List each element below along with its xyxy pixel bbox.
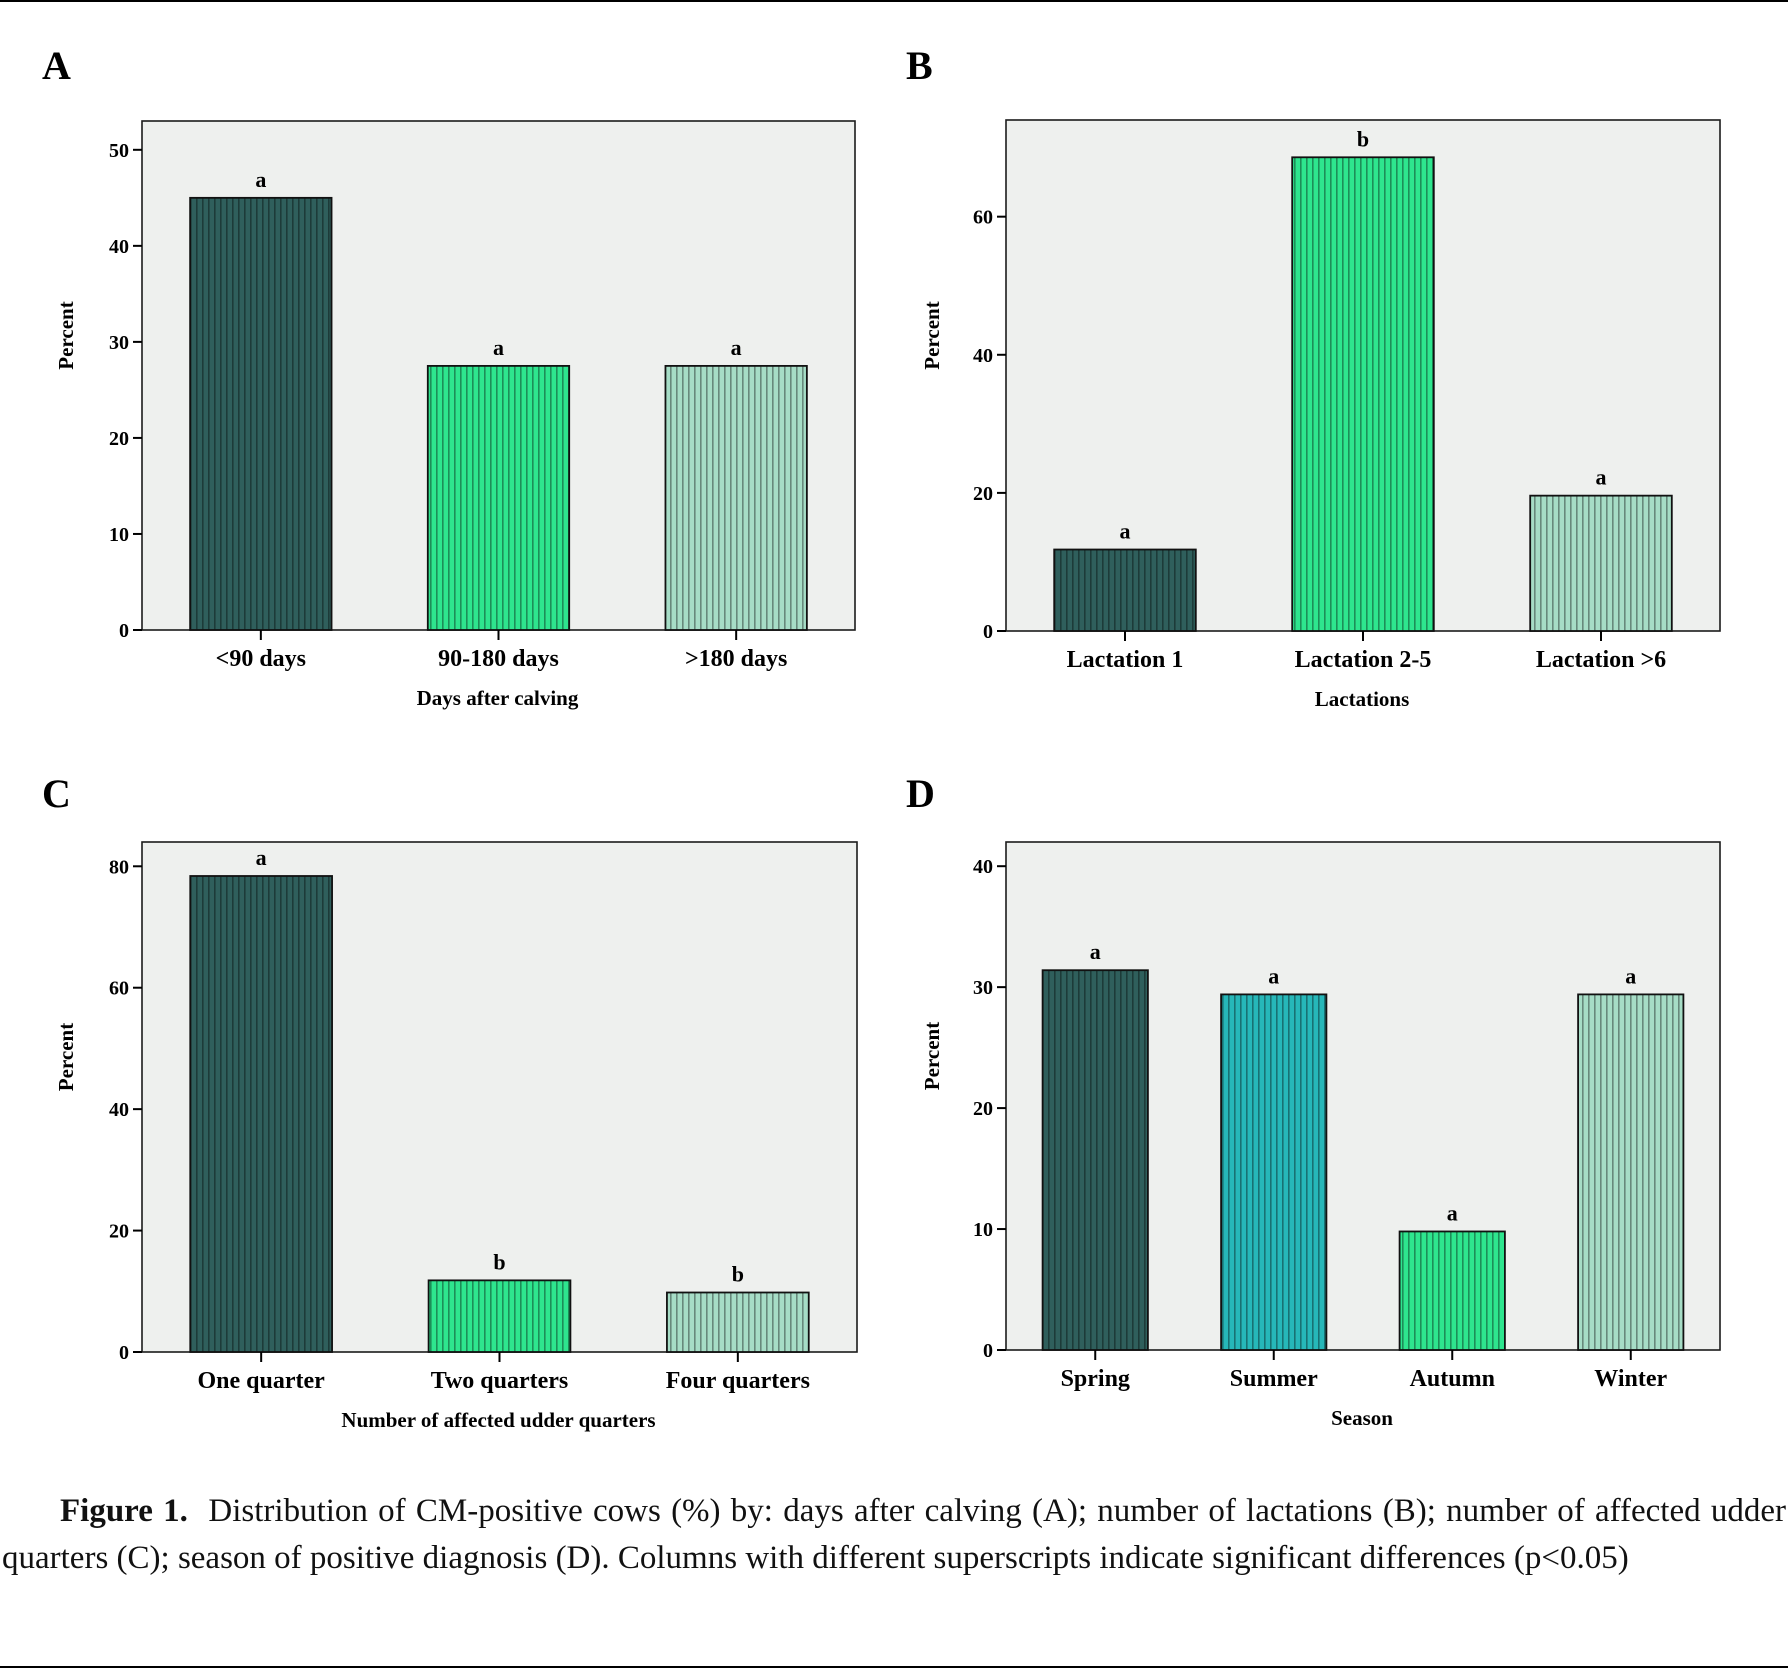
x-tick-label: Lactation 2-5: [1295, 647, 1432, 673]
y-tick-label: 60: [973, 207, 993, 229]
x-axis-title: Season: [1331, 1406, 1393, 1430]
y-tick-label: 30: [109, 332, 129, 354]
y-tick-label: 0: [119, 1342, 129, 1364]
bar: [1398, 1230, 1506, 1351]
bar: [1577, 993, 1685, 1351]
caption-label: Figure 1.: [60, 1493, 188, 1529]
bottom-rule: [0, 1666, 1788, 1668]
significance-letter: a: [493, 335, 504, 360]
significance-letter: b: [1357, 126, 1369, 151]
y-tick-label: 40: [109, 236, 129, 258]
y-axis-title: Percent: [54, 1023, 78, 1091]
chart-a: 0 10 20 30 40 50 a <90 days a 90-180 days a >180 da…: [54, 120, 856, 710]
significance-letter: a: [1090, 939, 1101, 964]
bar: [1220, 993, 1328, 1351]
y-tick-label: 20: [109, 1221, 129, 1243]
y-tick-label: 0: [983, 621, 993, 643]
significance-letter: a: [1120, 519, 1131, 544]
bar: [1053, 548, 1197, 632]
panel-b-letter: B: [906, 43, 933, 88]
y-tick-label: 0: [983, 1340, 993, 1362]
top-rule: [0, 0, 1788, 2]
x-tick-label: Spring: [1061, 1366, 1130, 1392]
x-tick-label: Lactation >6: [1536, 647, 1666, 673]
significance-letter: a: [1596, 465, 1607, 490]
y-axis-title: Percent: [920, 301, 944, 369]
y-tick-label: 40: [973, 345, 993, 367]
x-tick-label: Two quarters: [431, 1368, 569, 1394]
panel-d: D 0 10 20 30 40 a Spring a Summer a Autumn a Winter S…: [894, 730, 1788, 1460]
caption-text: Distribution of CM-positive cows (%) by:…: [2, 1493, 1787, 1576]
panel-a-letter: A: [42, 43, 71, 88]
y-axis-title: Percent: [54, 301, 78, 369]
significance-letter: a: [1268, 963, 1279, 988]
x-axis-title: Number of affected udder quarters: [341, 1408, 655, 1432]
y-tick-label: 10: [109, 524, 129, 546]
y-tick-label: 20: [109, 428, 129, 450]
panel-a: A 0 10 20 30 40 50 a <90 days a 90-180 days a >180 …: [0, 0, 894, 730]
y-tick-label: 10: [973, 1219, 993, 1241]
y-tick-label: 0: [119, 620, 129, 642]
significance-letter: a: [256, 845, 267, 870]
significance-letter: b: [493, 1249, 505, 1274]
significance-letter: b: [732, 1262, 744, 1287]
bar: [426, 364, 571, 631]
y-tick-label: 30: [973, 977, 993, 999]
y-tick-label: 40: [109, 1099, 129, 1121]
y-tick-label: 50: [109, 140, 129, 162]
bar: [1529, 494, 1673, 632]
chart-b: 0 20 40 60 a Lactation 1 b Lactation 2-5 a Lactat…: [920, 119, 1721, 711]
bar: [427, 1279, 572, 1353]
figure-caption: Figure 1. Distribution of CM-positive co…: [2, 1488, 1786, 1582]
panel-d-letter: D: [906, 771, 935, 816]
significance-letter: a: [1625, 963, 1636, 988]
y-tick-label: 20: [973, 1098, 993, 1120]
panel-b: B 0 20 40 60 a Lactation 1 b Lactation 2-5 a Lact…: [894, 0, 1788, 730]
x-tick-label: Winter: [1594, 1366, 1667, 1392]
x-tick-label: 90-180 days: [438, 646, 559, 672]
y-tick-label: 40: [973, 856, 993, 878]
bar: [1041, 969, 1149, 1351]
y-tick-label: 80: [109, 856, 129, 878]
significance-letter: a: [1447, 1200, 1458, 1225]
x-tick-label: Lactation 1: [1067, 647, 1184, 673]
bar: [664, 364, 808, 631]
y-axis-title: Percent: [920, 1022, 944, 1090]
bar: [189, 196, 333, 631]
bar: [1291, 156, 1435, 632]
bar: [189, 875, 333, 1353]
x-axis-title: Lactations: [1315, 687, 1410, 711]
significance-letter: a: [255, 167, 266, 192]
x-tick-label: >180 days: [685, 646, 787, 672]
x-axis-title: Days after calving: [417, 686, 579, 710]
x-tick-label: Summer: [1230, 1366, 1318, 1392]
x-tick-label: <90 days: [216, 646, 306, 672]
x-tick-label: One quarter: [198, 1368, 326, 1394]
y-tick-label: 20: [973, 483, 993, 505]
x-tick-label: Autumn: [1410, 1366, 1495, 1392]
significance-letter: a: [731, 335, 742, 360]
chart-c: 0 20 40 60 80 a One quarter b Two quarters b Four …: [54, 841, 858, 1432]
y-tick-label: 60: [109, 978, 129, 1000]
panel-c-letter: C: [42, 771, 71, 816]
bar: [666, 1291, 810, 1353]
chart-d: 0 10 20 30 40 a Spring a Summer a Autumn a Winter Sea…: [920, 841, 1721, 1430]
x-tick-label: Four quarters: [666, 1368, 810, 1394]
panel-c: C 0 20 40 60 80 a One quarter b Two quarters b Fou…: [0, 730, 894, 1460]
